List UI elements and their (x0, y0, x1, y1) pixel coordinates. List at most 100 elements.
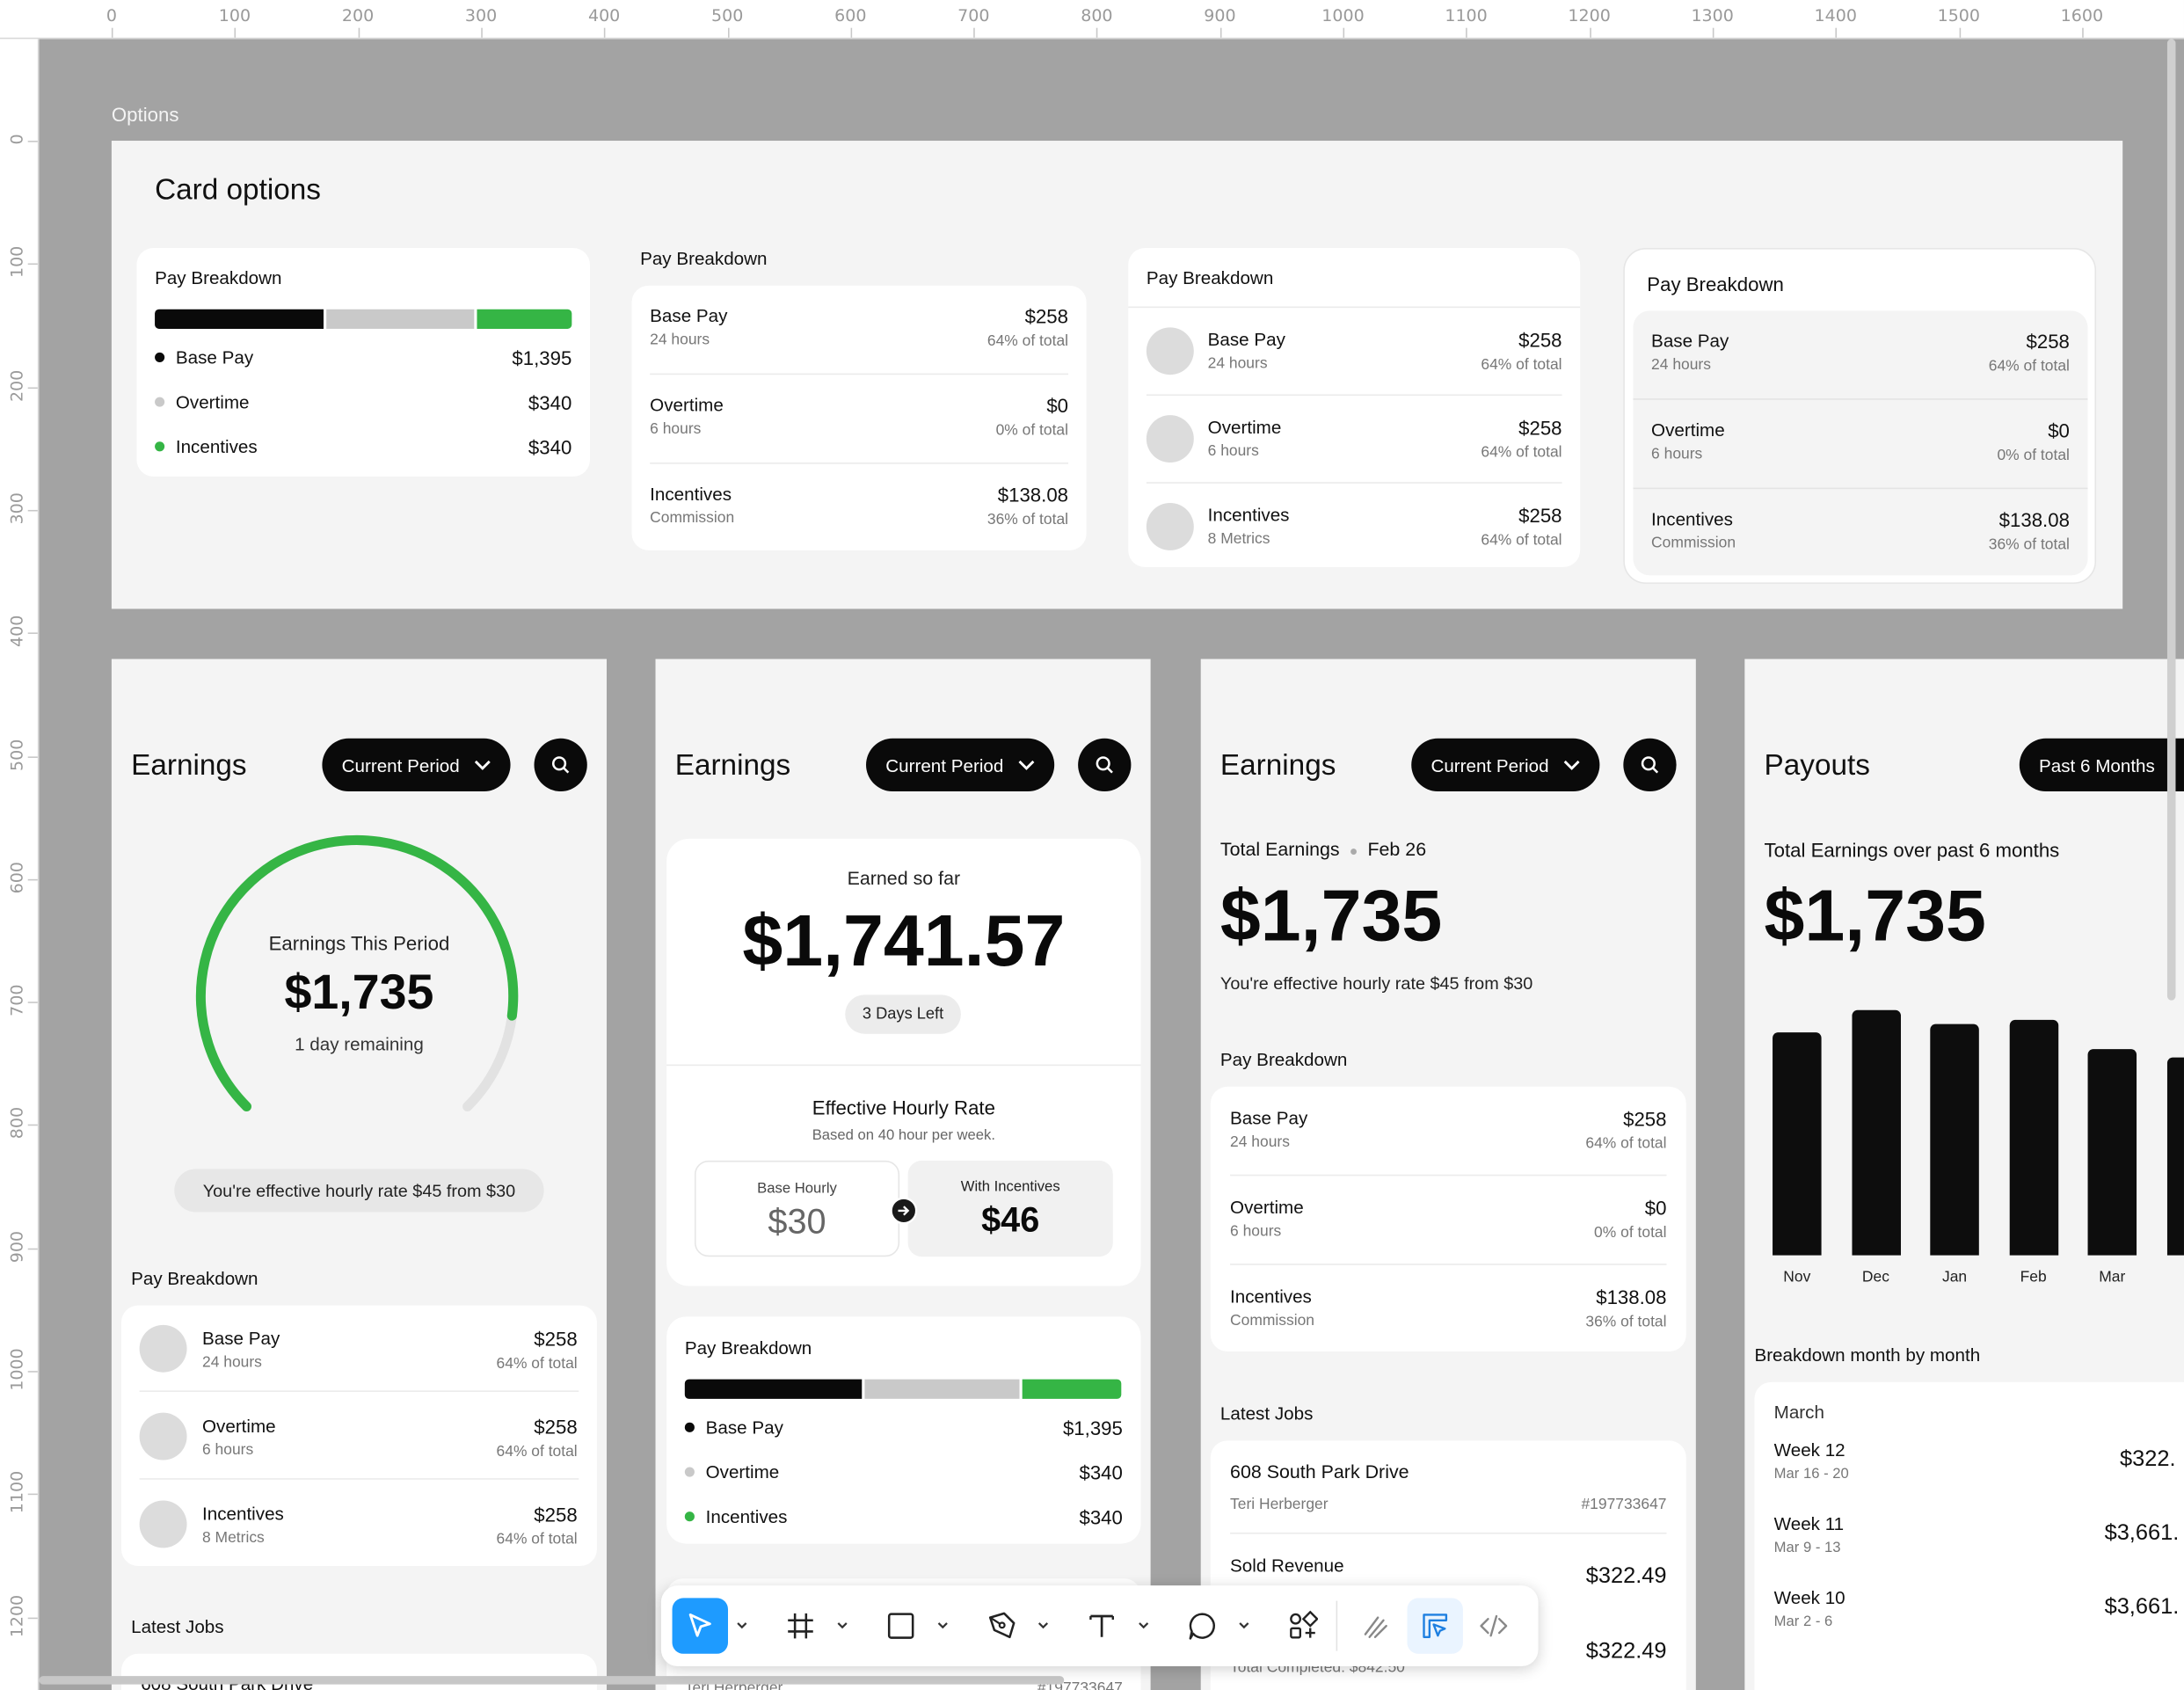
list-item: Week 11 Mar 9 - 13 (1774, 1513, 1844, 1556)
shape-tool-button[interactable] (873, 1598, 928, 1653)
earnings-frame-earned[interactable]: Earnings Current Period Earned so far $1… (655, 659, 1151, 1690)
divider (1230, 1174, 1667, 1176)
ruler-tick-label: 1500 (1937, 5, 1981, 25)
comment-tool-menu[interactable] (1230, 1621, 1258, 1630)
incentives-segment (477, 309, 572, 329)
overtime-segment (326, 309, 475, 329)
pen-tool-menu[interactable] (1030, 1621, 1058, 1630)
move-tool-button[interactable] (672, 1598, 728, 1654)
pay-breakdown-card[interactable]: Base Pay 24 hours $258 64% of total Overti… (120, 1305, 597, 1566)
item-label: Overtime (201, 1415, 276, 1437)
ruler-tick (358, 27, 360, 38)
job-card[interactable]: 608 South Park Drive (120, 1653, 597, 1690)
list-item: Incentives 8 Metrics $258 64% of total (1208, 505, 1562, 550)
base-hourly-value: $30 (768, 1202, 826, 1242)
dev-mode-button[interactable] (1466, 1598, 1521, 1653)
earnings-gauge (195, 834, 519, 1111)
vertical-scrollbar[interactable] (2166, 39, 2176, 1001)
ruler-tick (27, 1125, 38, 1126)
ruler-tick-label: 900 (1204, 5, 1236, 25)
chevron-down-icon (1239, 1622, 1249, 1629)
period-dropdown[interactable]: Current Period (322, 738, 510, 791)
page-title: Earnings (1219, 749, 1336, 782)
list-item: Overtime 6 hours $258 64% of total (202, 1416, 578, 1461)
list-item: Incentives 8 Metrics $258 64% of total (202, 1504, 578, 1548)
search-button[interactable] (1078, 738, 1132, 791)
ehr-title: Effective Hourly Rate (812, 1096, 995, 1119)
ruler-tick (27, 386, 38, 389)
bar (1773, 1031, 1822, 1256)
ruler-tick (2081, 27, 2084, 38)
item-amount: $1,395 (1062, 1417, 1123, 1439)
completed-value: $322.49 (1585, 1639, 1667, 1664)
avatar (139, 1500, 187, 1548)
actions-button[interactable] (1275, 1598, 1330, 1653)
divider (1230, 1264, 1667, 1265)
item-amount: $138.08 (1998, 508, 2070, 531)
incentives-segment (1022, 1379, 1122, 1399)
pay-breakdown-card-bar[interactable]: Pay Breakdown Base Pay $1,395 Overtime $… (136, 248, 590, 477)
item-sub: Commission (1230, 1312, 1315, 1329)
pen-tool-button[interactable] (973, 1598, 1029, 1653)
green-dot-icon (155, 441, 165, 452)
pay-breakdown-card[interactable]: Pay Breakdown Base Pay $1,395 Overtime $… (666, 1316, 1141, 1544)
shape-tool-menu[interactable] (928, 1621, 957, 1630)
ruler-tick-label: 100 (218, 5, 251, 25)
job-person: Teri Herberger (684, 1679, 783, 1690)
pay-breakdown-card[interactable]: Base Pay 24 hours $258 64% of total Overti… (1210, 1086, 1686, 1351)
ruler-tick-label: 800 (1081, 5, 1113, 25)
ruler-tick (481, 27, 483, 38)
pay-breakdown-card-nested[interactable]: Pay Breakdown Base Pay 24 hours $258 64% o… (1623, 248, 2097, 584)
ruler-tick (27, 263, 38, 266)
period-dropdown[interactable]: Current Period (866, 738, 1054, 791)
code-brackets-icon (1480, 1614, 1508, 1637)
item-label: Base Pay (650, 305, 728, 326)
item-amount: $0 (1046, 394, 1069, 417)
card-title: Pay Breakdown (640, 248, 768, 269)
item-pct: 36% of total (1585, 1314, 1667, 1331)
list-item: Base Pay $1,395 (684, 1417, 1123, 1439)
comment-tool-button[interactable] (1175, 1598, 1230, 1653)
design-mode-button[interactable] (1407, 1598, 1463, 1654)
total-earnings-header: Total Earnings ● Feb 26 (1220, 839, 1426, 860)
base-hourly-label: Base Hourly (757, 1180, 837, 1198)
pay-breakdown-card-list[interactable]: Base Pay 24 hours $258 64% of total Overti… (631, 285, 1087, 550)
text-tool-menu[interactable] (1130, 1621, 1158, 1630)
draw-mode-button[interactable] (1349, 1598, 1404, 1653)
item-amount: $0 (1644, 1197, 1667, 1220)
options-frame-label[interactable]: Options (111, 103, 179, 126)
earnings-frame-total[interactable]: Earnings Current Period Total Earnings ● F… (1200, 659, 1696, 1690)
period-dropdown[interactable]: Past 6 Months (2019, 738, 2184, 791)
page-title: Earnings (674, 749, 791, 782)
search-button[interactable] (534, 738, 587, 791)
base-pay-segment (155, 309, 324, 329)
divider (666, 1064, 1141, 1067)
bar-label: Nov (1783, 1269, 1811, 1286)
design-layout-icon (1423, 1614, 1448, 1638)
search-button[interactable] (1623, 738, 1677, 791)
week-amount: $3,661. (2104, 1521, 2180, 1546)
arrow-right-icon (890, 1197, 918, 1225)
earned-card[interactable]: Earned so far $1,741.57 3 Days Left Effe… (666, 838, 1141, 1286)
rate-note: You're effective hourly rate $45 from $3… (1219, 973, 1533, 994)
period-dropdown[interactable]: Current Period (1411, 738, 1599, 791)
frame-tool-menu[interactable] (828, 1621, 856, 1630)
ruler-tick (27, 141, 38, 142)
chevron-down-icon (1139, 1622, 1149, 1629)
move-tool-menu[interactable] (728, 1621, 756, 1630)
monthly-breakdown-card[interactable]: March Week 12 Mar 16 - 20 $322. Week 11 Ma… (1754, 1381, 2184, 1690)
ruler-tick-label: 1300 (1691, 5, 1734, 25)
top-ruler: 0 100 200 300 400 500 600 700 800 900 1000 1100 1200… (0, 0, 2184, 40)
frame-tool-button[interactable] (773, 1598, 828, 1653)
ruler-tick (27, 1616, 38, 1619)
week-range: Mar 9 - 13 (1773, 1539, 1841, 1556)
job-card[interactable]: 608 South Park Drive Teri Herberger #197… (1210, 1440, 1686, 1690)
horizontal-scrollbar[interactable] (39, 1676, 1065, 1685)
ruler-tick-label: 700 (957, 5, 990, 25)
earnings-frame-gauge[interactable]: Earnings Current Period Earnings This Pe… (111, 659, 607, 1690)
ehr-subtitle: Based on 40 hour per week. (812, 1126, 996, 1144)
pay-breakdown-card-avatars[interactable]: Pay Breakdown Base Pay 24 hours $258 64% o… (1128, 248, 1581, 567)
list-item: Incentives Commission $138.08 36% of total (1211, 1286, 1686, 1330)
payouts-frame[interactable]: Payouts Past 6 Months Total Earnings ove… (1744, 659, 2184, 1690)
text-tool-button[interactable] (1074, 1598, 1129, 1653)
